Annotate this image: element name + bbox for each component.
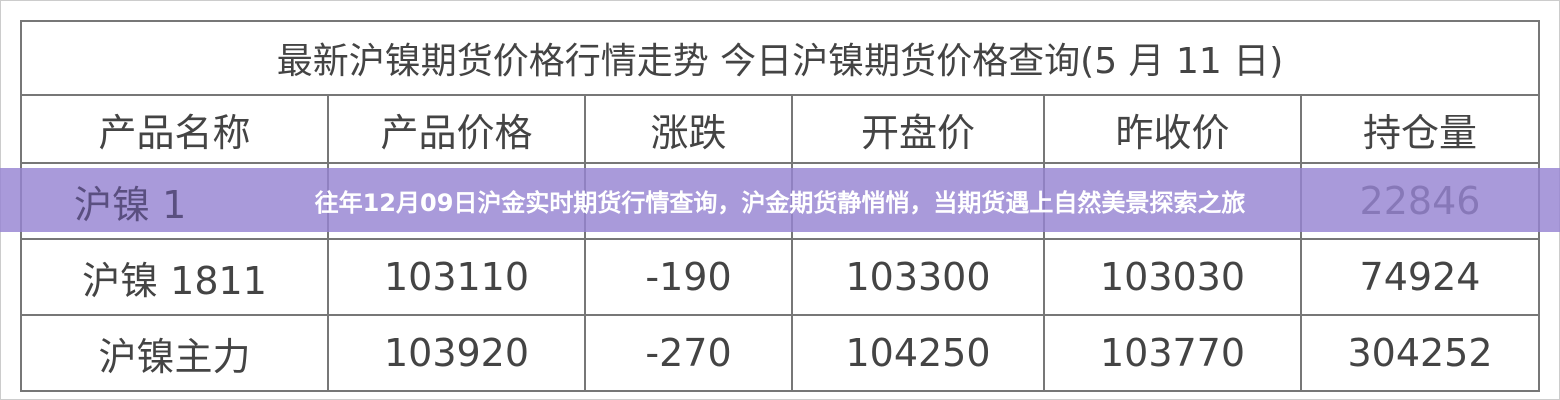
table-cell: -190 <box>584 238 793 316</box>
header-cell: 产品价格 <box>327 94 586 164</box>
table-cell: 103770 <box>1043 314 1302 392</box>
table-title: 最新沪镍期货价格行情走势 今日沪镍期货价格查询(5 月 11 日) <box>20 20 1540 96</box>
table-cell: 103110 <box>327 238 586 316</box>
table-cell: 74924 <box>1300 238 1540 316</box>
header-cell: 持仓量 <box>1300 94 1540 164</box>
header-cell: 产品名称 <box>20 94 329 164</box>
title-banner: 往年12月09日沪金实时期货行情查询，沪金期货静悄悄，当期货遇上自然美景探索之旅 <box>0 168 1560 232</box>
header-row: 产品名称 产品价格 涨跌 开盘价 昨收价 持仓量 <box>20 94 1540 164</box>
table-cell: 104250 <box>791 314 1045 392</box>
table-cell: 沪镍主力 <box>20 314 329 392</box>
header-cell: 开盘价 <box>791 94 1045 164</box>
table-cell-text: 沪镍 1 <box>74 182 187 227</box>
table-cell: 304252 <box>1300 314 1540 392</box>
table-cell: -270 <box>584 314 793 392</box>
header-cell: 昨收价 <box>1043 94 1302 164</box>
table-cell: 103300 <box>791 238 1045 316</box>
table-cell: 103920 <box>327 314 586 392</box>
table-row: 沪镍 1811 103110 -190 103300 103030 74924 <box>20 238 1540 316</box>
table-cell: 沪镍 1811 <box>20 238 329 316</box>
header-cell: 涨跌 <box>584 94 793 164</box>
table-row: 沪镍主力 103920 -270 104250 103770 304252 <box>20 314 1540 392</box>
table-cell: 103030 <box>1043 238 1302 316</box>
